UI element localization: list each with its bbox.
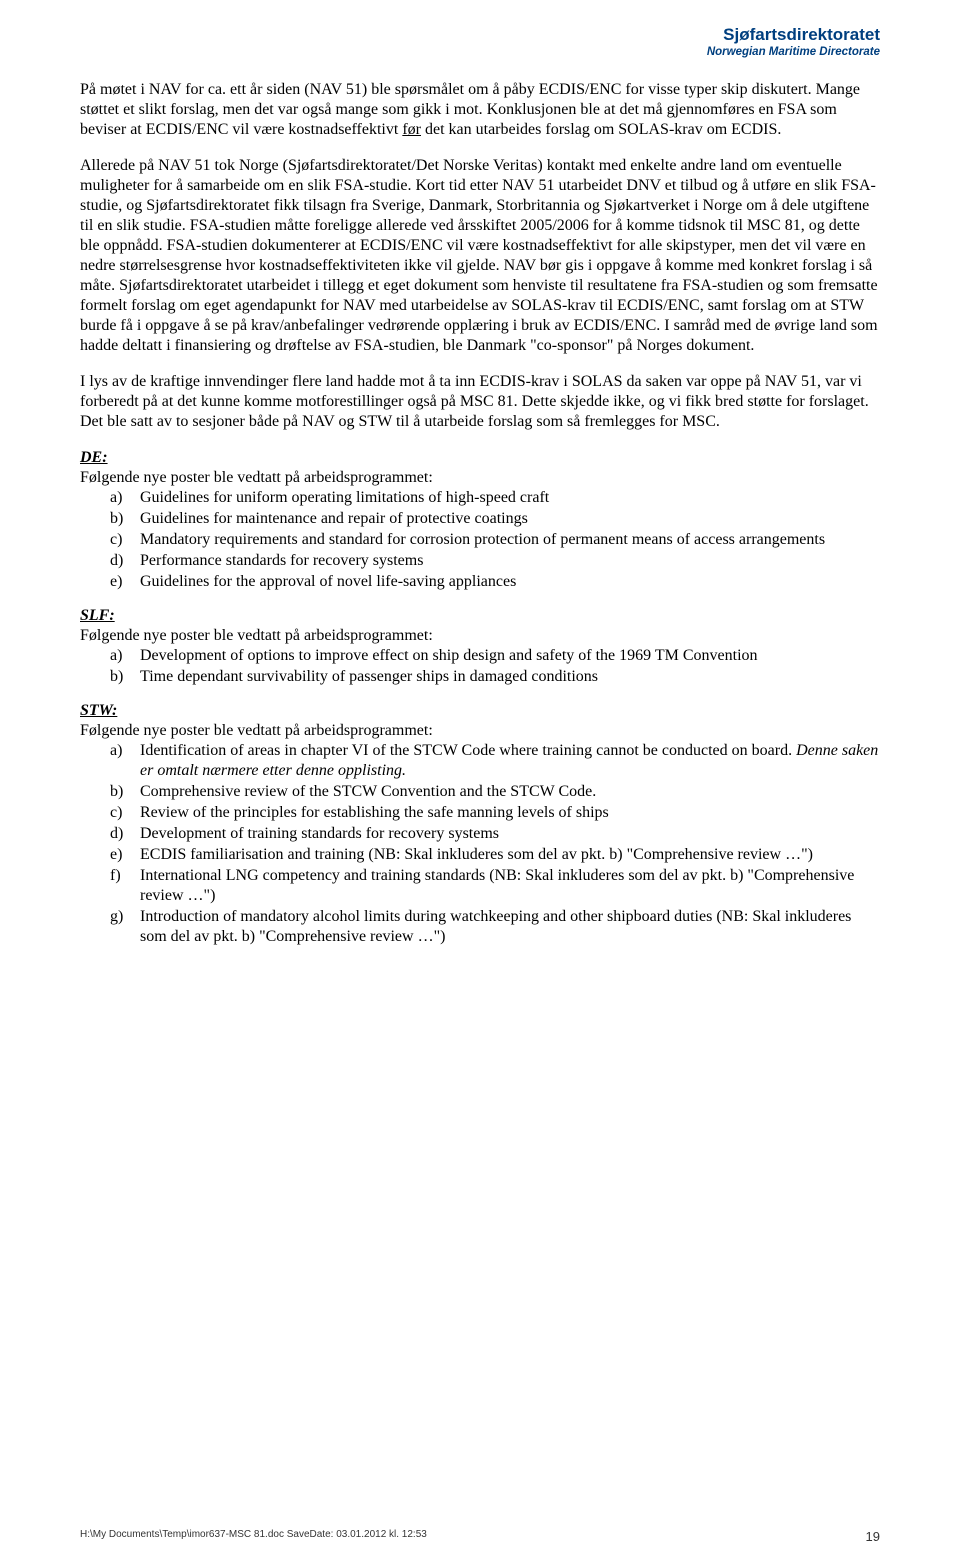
header-branding: Sjøfartsdirektoratet Norwegian Maritime …: [707, 24, 880, 60]
list-marker: d): [110, 824, 123, 844]
list-item-text: ECDIS familiarisation and training (NB: …: [140, 846, 813, 863]
list-item-text: Review of the principles for establishin…: [140, 804, 609, 821]
footer-path: H:\My Documents\Temp\imor637-MSC 81.doc …: [80, 1529, 427, 1542]
paragraph-2: Allerede på NAV 51 tok Norge (Sjøfartsdi…: [80, 156, 880, 356]
list-item-text: Comprehensive review of the STCW Convent…: [140, 783, 596, 800]
section-intro-slf: Følgende nye poster ble vedtatt på arbei…: [80, 626, 880, 646]
list-marker: f): [110, 866, 121, 886]
list-item: a) Identification of areas in chapter VI …: [110, 741, 880, 781]
list-de: a) Guidelines for uniform operating limit…: [80, 488, 880, 592]
list-item: e) ECDIS familiarisation and training (NB…: [110, 845, 880, 865]
list-marker: a): [110, 741, 122, 761]
list-item: c) Mandatory requirements and standard fo…: [110, 530, 880, 550]
list-marker: c): [110, 530, 122, 550]
list-item-text: Guidelines for uniform operating limitat…: [140, 489, 549, 506]
list-marker: e): [110, 572, 122, 592]
list-item-text: Guidelines for maintenance and repair of…: [140, 510, 528, 527]
list-item-text: Development of options to improve effect…: [140, 647, 758, 664]
list-marker: c): [110, 803, 122, 823]
list-marker: a): [110, 488, 122, 508]
list-slf: a) Development of options to improve effe…: [80, 646, 880, 687]
list-item: c) Review of the principles for establish…: [110, 803, 880, 823]
list-item: b) Comprehensive review of the STCW Conve…: [110, 782, 880, 802]
list-item-text: Mandatory requirements and standard for …: [140, 531, 825, 548]
list-item: b) Time dependant survivability of passen…: [110, 667, 880, 687]
section-label-de: DE:: [80, 448, 880, 468]
paragraph-1: På møtet i NAV for ca. ett år siden (NAV…: [80, 80, 880, 140]
paragraph-1-b: det kan utarbeides forslag om SOLAS-krav…: [421, 121, 781, 138]
list-item: g) Introduction of mandatory alcohol limi…: [110, 907, 880, 947]
section-label-stw: STW:: [80, 701, 880, 721]
header-title: Sjøfartsdirektoratet: [707, 24, 880, 45]
list-marker: g): [110, 907, 123, 927]
list-item-text: Time dependant survivability of passenge…: [140, 668, 598, 685]
list-stw: a) Identification of areas in chapter VI …: [80, 741, 880, 947]
footer: H:\My Documents\Temp\imor637-MSC 81.doc …: [80, 1529, 880, 1545]
list-marker: b): [110, 782, 123, 802]
list-marker: e): [110, 845, 122, 865]
section-intro-stw: Følgende nye poster ble vedtatt på arbei…: [80, 721, 880, 741]
list-item-text: Introduction of mandatory alcohol limits…: [140, 908, 851, 945]
list-marker: d): [110, 551, 123, 571]
header-subtitle: Norwegian Maritime Directorate: [707, 45, 880, 59]
list-marker: b): [110, 509, 123, 529]
list-item-text: Performance standards for recovery syste…: [140, 552, 423, 569]
list-item: e) Guidelines for the approval of novel l…: [110, 572, 880, 592]
section-label-slf: SLF:: [80, 606, 880, 626]
paragraph-3: I lys av de kraftige innvendinger flere …: [80, 372, 880, 432]
list-item: b) Guidelines for maintenance and repair …: [110, 509, 880, 529]
list-item-text: Guidelines for the approval of novel lif…: [140, 573, 516, 590]
list-marker: b): [110, 667, 123, 687]
list-item: d) Development of training standards for …: [110, 824, 880, 844]
section-intro-de: Følgende nye poster ble vedtatt på arbei…: [80, 468, 880, 488]
list-marker: a): [110, 646, 122, 666]
list-item-text: Development of training standards for re…: [140, 825, 499, 842]
list-item: a) Development of options to improve effe…: [110, 646, 880, 666]
list-item: f) International LNG competency and train…: [110, 866, 880, 906]
page-number: 19: [866, 1529, 880, 1545]
paragraph-1-underline: før: [402, 121, 421, 138]
list-item-text: International LNG competency and trainin…: [140, 867, 854, 904]
list-item-text: Identification of areas in chapter VI of…: [140, 742, 796, 759]
list-item: d) Performance standards for recovery sys…: [110, 551, 880, 571]
list-item: a) Guidelines for uniform operating limit…: [110, 488, 880, 508]
document-body: På møtet i NAV for ca. ett år siden (NAV…: [80, 80, 880, 947]
